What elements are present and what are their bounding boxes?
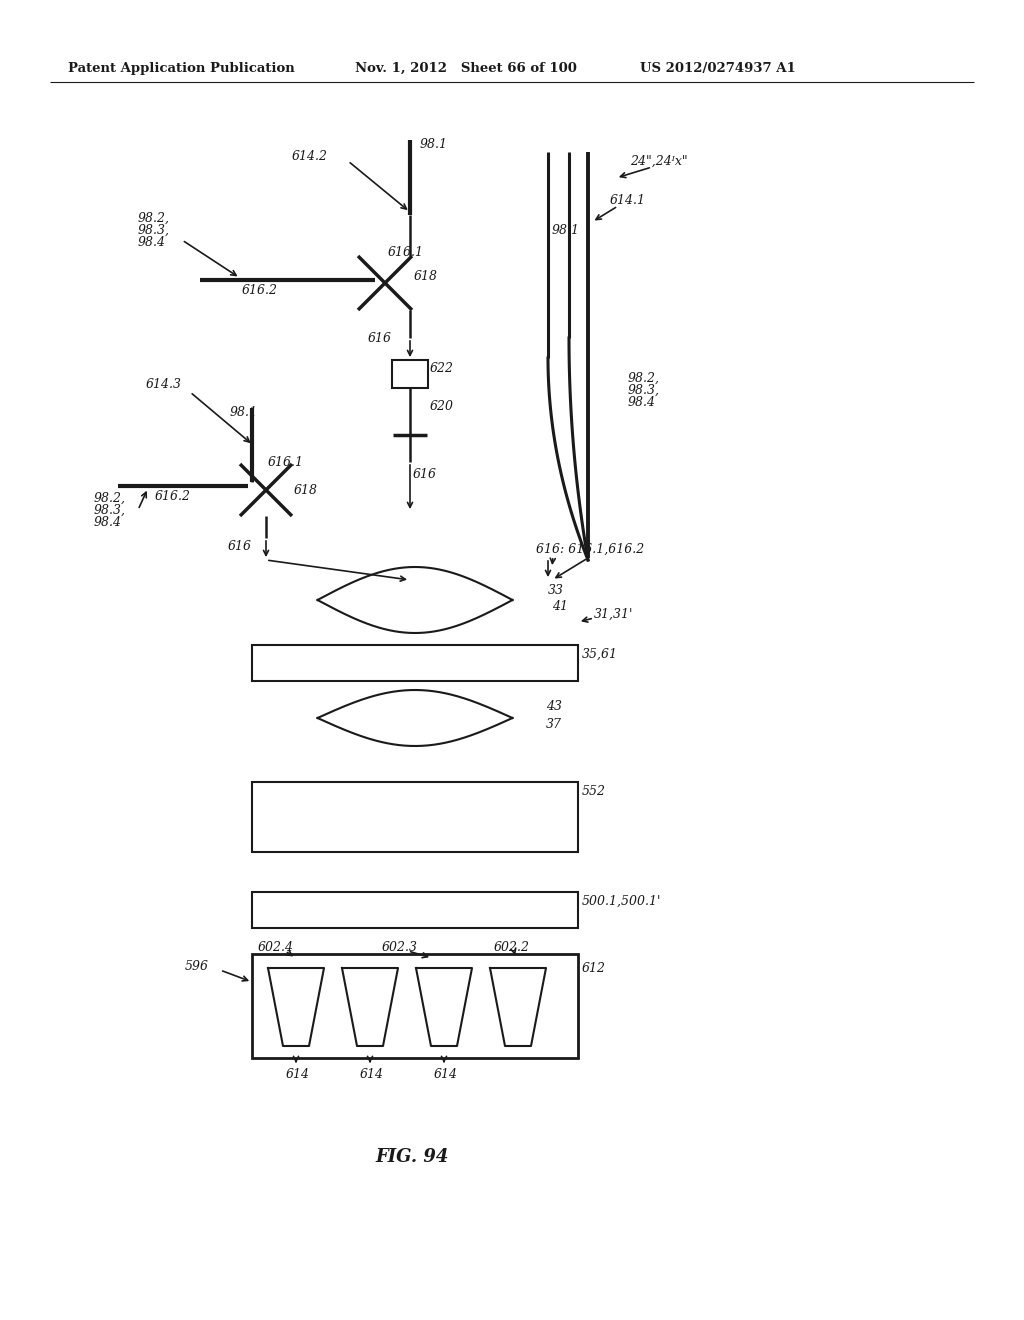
- Text: 37: 37: [546, 718, 562, 731]
- Text: 616.2: 616.2: [155, 490, 191, 503]
- Text: 616: 616: [413, 469, 437, 480]
- Text: 616: 616.1,616.2: 616: 616.1,616.2: [536, 543, 644, 556]
- Bar: [252, 954, 578, 1059]
- Text: 98.3,: 98.3,: [628, 384, 660, 397]
- Text: 602.4: 602.4: [258, 941, 294, 954]
- Text: 98.2,: 98.2,: [138, 213, 170, 224]
- Text: 552: 552: [582, 785, 606, 799]
- Text: 612: 612: [582, 962, 606, 975]
- Text: 616.2: 616.2: [242, 284, 278, 297]
- Text: 98.2,: 98.2,: [94, 492, 126, 506]
- Bar: [252, 781, 578, 851]
- Bar: [252, 892, 578, 928]
- Text: 98.1: 98.1: [230, 407, 258, 418]
- Text: 98.2,: 98.2,: [628, 372, 660, 385]
- Text: 98.3,: 98.3,: [94, 504, 126, 517]
- Text: 31,31': 31,31': [594, 609, 634, 620]
- Text: 614.1: 614.1: [610, 194, 646, 207]
- Text: 98.1: 98.1: [552, 224, 580, 238]
- Text: 41: 41: [552, 601, 568, 612]
- Text: 43: 43: [546, 700, 562, 713]
- Text: 500.1,500.1': 500.1,500.1': [582, 895, 662, 908]
- Text: US 2012/0274937 A1: US 2012/0274937 A1: [640, 62, 796, 75]
- Text: 98.4: 98.4: [628, 396, 656, 409]
- Text: 98.4: 98.4: [138, 236, 166, 249]
- Text: 614.3: 614.3: [146, 378, 182, 391]
- Text: 98.1: 98.1: [420, 139, 449, 150]
- Text: 98.4: 98.4: [94, 516, 122, 529]
- Text: 614: 614: [434, 1068, 458, 1081]
- Text: 596: 596: [185, 960, 209, 973]
- Text: 35,61: 35,61: [582, 648, 618, 661]
- Text: 98.3,: 98.3,: [138, 224, 170, 238]
- Text: 618: 618: [414, 271, 438, 282]
- Bar: [392, 360, 428, 388]
- Text: Patent Application Publication: Patent Application Publication: [68, 62, 295, 75]
- Text: 616: 616: [368, 333, 392, 345]
- Text: 614.2: 614.2: [292, 150, 328, 162]
- Text: FIG. 94: FIG. 94: [375, 1148, 449, 1166]
- Text: 33: 33: [548, 583, 564, 597]
- Text: Nov. 1, 2012   Sheet 66 of 100: Nov. 1, 2012 Sheet 66 of 100: [355, 62, 577, 75]
- Text: 614: 614: [360, 1068, 384, 1081]
- Text: 616: 616: [228, 540, 252, 553]
- Text: 24",24ᴵx": 24",24ᴵx": [630, 154, 688, 168]
- Bar: [252, 645, 578, 681]
- Text: 614: 614: [286, 1068, 310, 1081]
- Text: 616.1: 616.1: [388, 246, 424, 259]
- Text: 622: 622: [430, 362, 454, 375]
- Text: 616.1: 616.1: [268, 455, 304, 469]
- Text: 602.2: 602.2: [494, 941, 530, 954]
- Text: 602.3: 602.3: [382, 941, 418, 954]
- Text: 618: 618: [294, 484, 318, 498]
- Text: 620: 620: [430, 400, 454, 413]
